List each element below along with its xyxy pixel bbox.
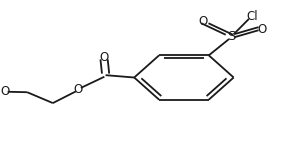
Text: O: O bbox=[198, 15, 207, 28]
Text: Cl: Cl bbox=[247, 10, 258, 23]
Text: O: O bbox=[74, 83, 83, 96]
Text: O: O bbox=[0, 85, 9, 98]
Text: S: S bbox=[227, 30, 236, 43]
Text: O: O bbox=[99, 51, 109, 64]
Text: O: O bbox=[257, 23, 266, 36]
